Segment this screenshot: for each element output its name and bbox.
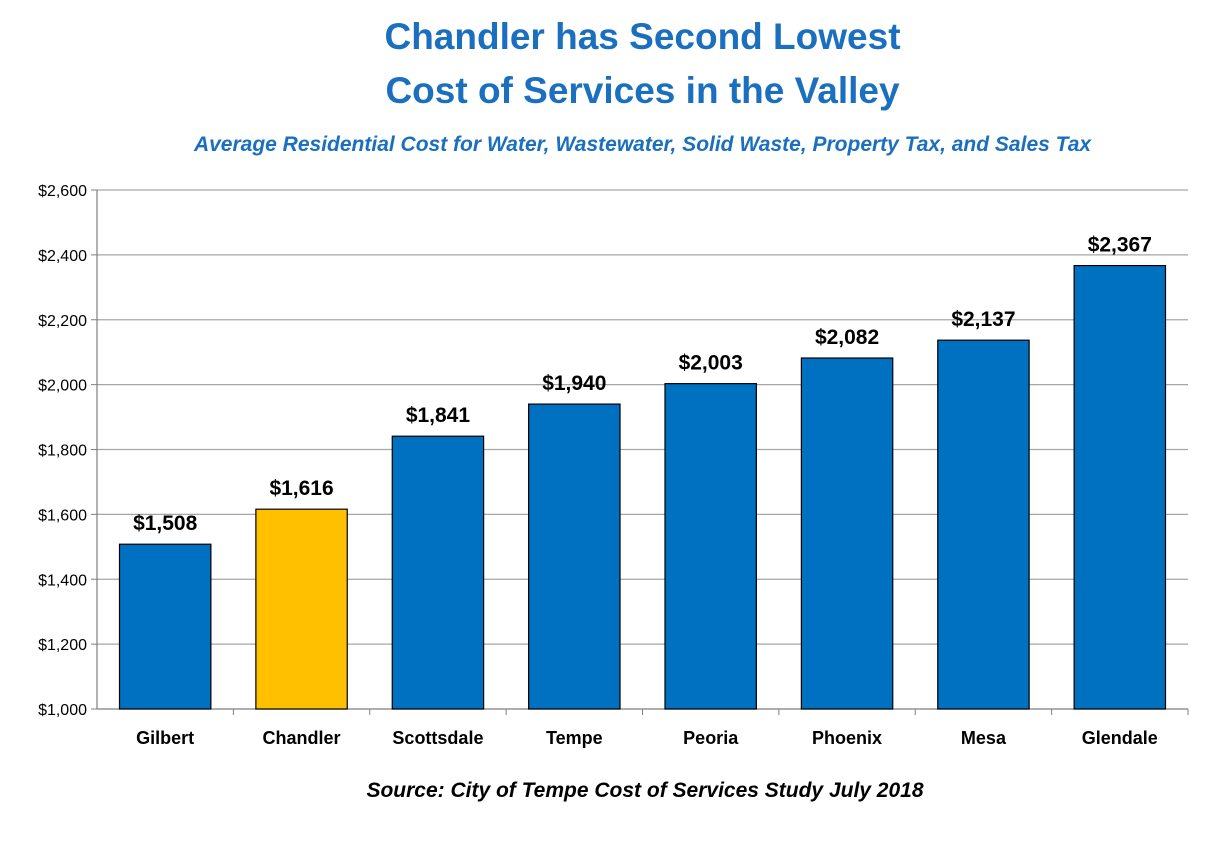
data-label-chandler: $1,616: [269, 477, 333, 500]
bars: [118, 264, 1167, 710]
category-label-peoria: Peoria: [683, 728, 739, 748]
chart-title-line-2: Cost of Services in the Valley: [385, 70, 900, 111]
y-tick-label: $1,800: [38, 443, 87, 460]
category-label-gilbert: Gilbert: [136, 728, 194, 748]
bar-phoenix: [800, 357, 894, 710]
y-tick-label: $2,400: [38, 248, 87, 265]
chart-title: Chandler has Second Lowest Cost of Servi…: [0, 10, 1208, 118]
data-label-phoenix: $2,082: [815, 326, 879, 349]
chart-subtitle: Average Residential Cost for Water, Wast…: [193, 133, 1092, 156]
y-tick-label: $1,000: [38, 702, 87, 719]
bar-scottsdale: [391, 435, 485, 710]
bar-mesa: [937, 339, 1030, 710]
bar-gilbert: [118, 543, 212, 710]
data-label-gilbert: $1,508: [133, 512, 198, 535]
data-label-mesa: $2,137: [951, 308, 1015, 331]
y-tick-label: $2,000: [38, 378, 87, 395]
category-label-scottsdale: Scottsdale: [392, 728, 483, 748]
y-tick-label: $1,600: [38, 507, 87, 524]
category-label-tempe: Tempe: [546, 728, 603, 748]
bar-peoria: [664, 383, 757, 710]
y-tick-label: $1,200: [38, 637, 87, 654]
category-label-phoenix: Phoenix: [812, 728, 882, 748]
x-axis-category-labels: Gilbert Chandler Scottsdale Tempe Peoria Phoe…: [136, 728, 1158, 748]
data-label-glendale: $2,367: [1088, 234, 1152, 257]
data-label-peoria: $2,003: [679, 352, 743, 375]
category-label-mesa: Mesa: [961, 728, 1007, 748]
chart-source: Source: City of Tempe Cost of Services S…: [366, 779, 924, 802]
chart-title-line-1: Chandler has Second Lowest: [384, 16, 901, 57]
y-axis-tick-labels: $1,000 $1,200 $1,400 $1,600 $1,800 $2,000 $2,2…: [38, 183, 87, 719]
category-label-glendale: Glendale: [1082, 728, 1158, 748]
y-tick-label: $2,600: [38, 183, 87, 200]
data-label-scottsdale: $1,841: [406, 404, 471, 427]
y-tick-label: $1,400: [38, 572, 87, 589]
y-tick-label: $2,200: [38, 313, 87, 330]
data-labels: $1,508 $1,616 $1,841 $1,940 $2,003 $2,082 $2,1…: [133, 234, 1152, 536]
bar-glendale: [1073, 264, 1167, 710]
bar-chandler: [255, 508, 348, 710]
category-label-chandler: Chandler: [263, 728, 341, 748]
data-label-tempe: $1,940: [542, 372, 606, 395]
bar-tempe: [528, 403, 621, 710]
